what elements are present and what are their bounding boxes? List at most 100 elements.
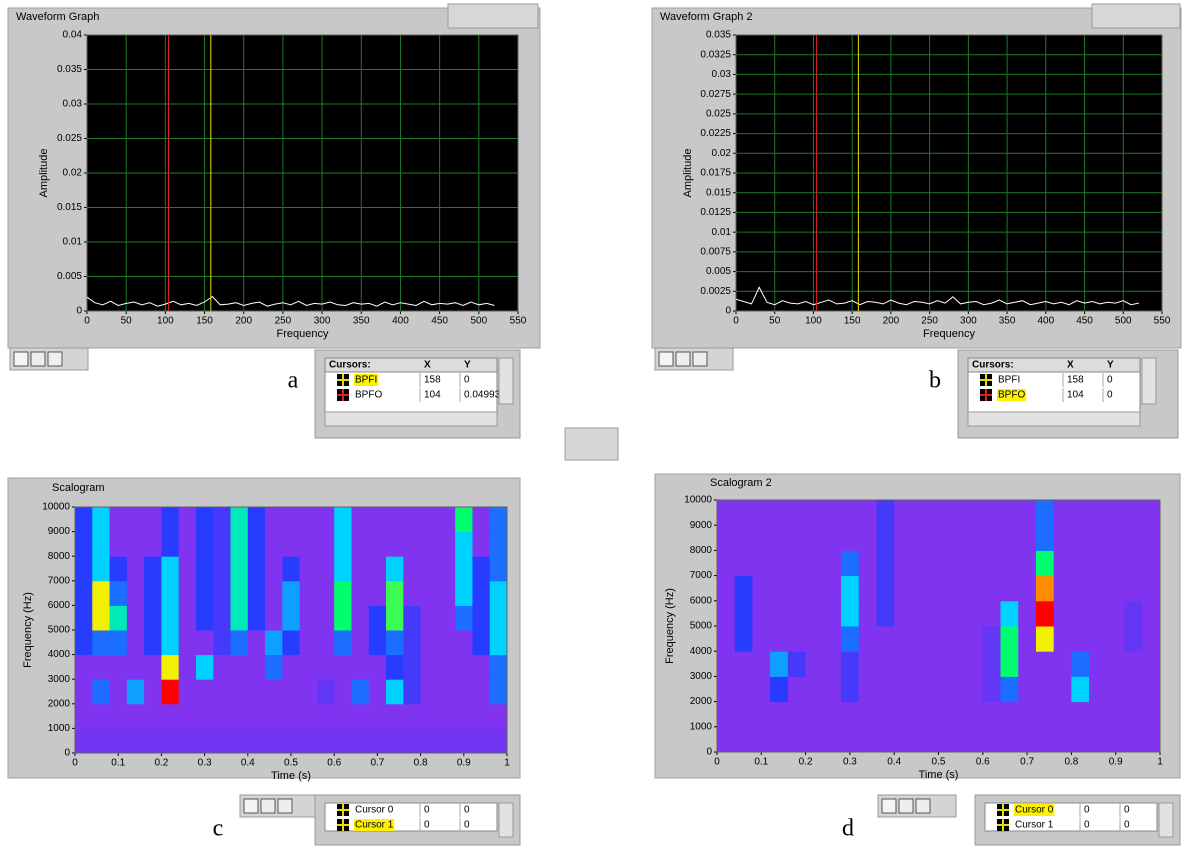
heatmap-cell (92, 630, 111, 656)
pan-tool[interactable] (692, 351, 708, 367)
heatmap-cell (299, 605, 318, 631)
heatmap-cell (947, 600, 966, 627)
cursor-y: 0 (1107, 390, 1113, 401)
heatmap-cell (1071, 575, 1090, 602)
heatmap-cell (161, 580, 180, 606)
heatmap-cell (489, 728, 508, 754)
zoom-tool[interactable] (898, 798, 914, 814)
heatmap-cell (455, 728, 473, 754)
heatmap-cell (265, 728, 283, 754)
heatmap-cell (947, 525, 966, 551)
heatmap-cell (247, 556, 266, 582)
heatmap-cell (805, 726, 824, 753)
heatmap-cell (282, 703, 301, 729)
vertical-scrollbar[interactable] (498, 802, 514, 838)
zoom-tool[interactable] (30, 351, 46, 367)
x-tick-label: 1 (1157, 757, 1163, 768)
heatmap-cell (282, 507, 301, 533)
y-tick-label: 0.01 (63, 237, 83, 248)
cursor-icon-cross (337, 804, 349, 816)
heatmap-cell (455, 580, 473, 606)
heatmap-cell (195, 507, 214, 533)
heatmap-cell (265, 679, 283, 705)
heatmap-cell (368, 507, 387, 533)
x-axis-label: Time (s) (919, 769, 959, 781)
heatmap-cell (247, 580, 266, 606)
heatmap-cell (876, 600, 895, 627)
horizontal-scrollbar[interactable] (967, 411, 1141, 427)
y-tick-label: 3000 (48, 674, 71, 685)
button[interactable] (564, 427, 619, 461)
heatmap-cell (472, 679, 491, 705)
heatmap-cell (858, 550, 877, 577)
y-tick-label: 0.005 (57, 271, 82, 282)
heatmap-cell (334, 580, 352, 606)
cursor-tool[interactable] (658, 351, 674, 367)
heatmap-cell (386, 679, 404, 705)
heatmap-cell (351, 654, 370, 680)
heatmap-cell (368, 728, 387, 754)
panel-tab[interactable] (1091, 3, 1181, 29)
x-tick-label: 0.2 (154, 758, 168, 769)
heatmap-cell (1124, 525, 1143, 551)
heatmap-cell (472, 703, 491, 729)
heatmap-cell (894, 726, 913, 753)
y-tick-label: 0.0175 (700, 168, 731, 179)
heatmap-cell (805, 651, 824, 677)
vertical-scrollbar[interactable] (1158, 802, 1174, 838)
heatmap-cell (770, 550, 789, 577)
horizontal-scrollbar[interactable] (324, 411, 498, 427)
heatmap-cell (126, 630, 145, 656)
heatmap-cell (858, 651, 877, 677)
x-tick-label: 0.3 (198, 758, 212, 769)
y-tick-label: 0 (76, 306, 82, 317)
heatmap-cell (929, 550, 948, 577)
heatmap-cell (368, 654, 387, 680)
heatmap-cell (92, 605, 111, 631)
heatmap-cell (92, 531, 111, 557)
heatmap-cell (1071, 550, 1090, 577)
x-axis-label: Frequency (923, 328, 975, 340)
heatmap-cell (195, 556, 214, 582)
y-tick-label: 0.0075 (700, 246, 731, 257)
heatmap-cell (178, 703, 197, 729)
heatmap-cell (489, 556, 508, 582)
x-tick-label: 500 (470, 316, 487, 327)
heatmap-cell (437, 630, 456, 656)
vertical-scrollbar[interactable] (1141, 357, 1157, 405)
heatmap-cell (161, 703, 180, 729)
pan-tool[interactable] (277, 798, 293, 814)
y-tick-label: 0.0125 (700, 207, 731, 218)
heatmap-cell (489, 531, 508, 557)
cursor-tool[interactable] (243, 798, 259, 814)
heatmap-cell (265, 630, 283, 656)
pan-tool[interactable] (47, 351, 63, 367)
panel-caption: b (929, 368, 941, 394)
heatmap-cell (403, 580, 422, 606)
heatmap-cell (230, 556, 249, 582)
y-axis-label: Amplitude (38, 149, 50, 198)
heatmap-cell (282, 630, 301, 656)
heatmap-cell (734, 726, 753, 753)
heatmap-cell (752, 600, 771, 627)
heatmap-cell (109, 580, 128, 606)
panel-tab[interactable] (447, 3, 539, 29)
zoom-tool[interactable] (260, 798, 276, 814)
vertical-scrollbar[interactable] (498, 357, 514, 405)
zoom-tool[interactable] (675, 351, 691, 367)
heatmap-cell (265, 556, 283, 582)
heatmap-cell (1000, 600, 1019, 627)
cursor-tool[interactable] (881, 798, 897, 814)
heatmap-cell (1053, 600, 1072, 627)
heatmap-cell (1124, 626, 1143, 652)
heatmap-cell (265, 605, 283, 631)
heatmap-cell (126, 605, 145, 631)
y-tick-label: 9000 (48, 526, 71, 537)
pan-tool[interactable] (915, 798, 931, 814)
heatmap-cell (1142, 550, 1161, 577)
cursor-tool[interactable] (13, 351, 29, 367)
y-axis-label: Frequency (Hz) (22, 592, 34, 668)
y-tick-label: 0.0325 (700, 49, 731, 60)
heatmap-cell (858, 626, 877, 652)
heatmap-cell (1053, 500, 1072, 526)
